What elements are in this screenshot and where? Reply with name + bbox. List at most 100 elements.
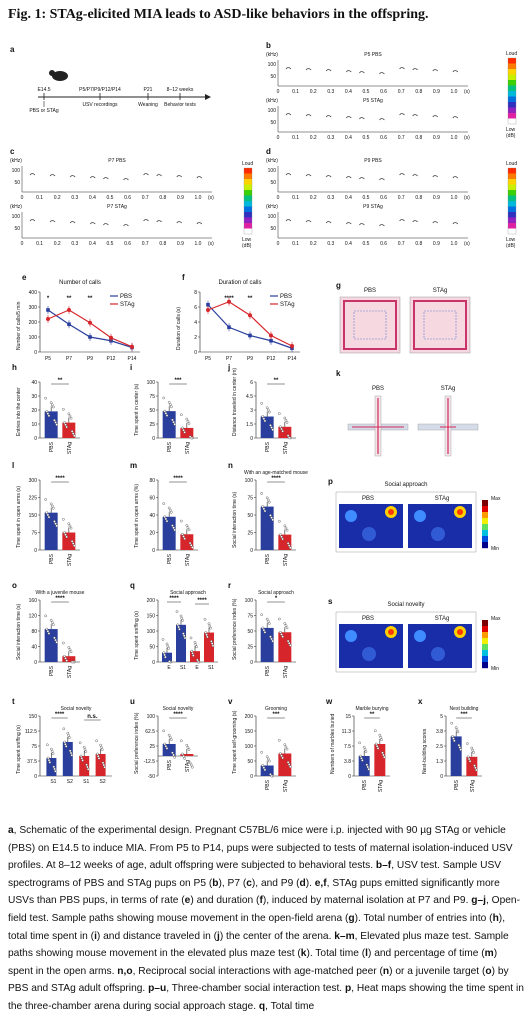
chart-m-sig: ****: [173, 476, 183, 482]
chart-h-dot: [64, 423, 67, 427]
colorbar-c-db: (dB): [242, 243, 252, 249]
heatmap-p-cbar-seg: [482, 512, 488, 519]
chart-h-dot: [63, 421, 66, 424]
chart-e-xtick-label: P9: [87, 356, 93, 362]
chart-o-ytick-label: 0: [34, 660, 37, 666]
panel-label-f: f: [182, 273, 185, 282]
chart-o-title: With a juvenile mouse: [36, 590, 85, 596]
spec-d-title-0: P9 PBS: [364, 158, 382, 164]
chart-m-ytick-label: 20: [149, 531, 155, 537]
chart-x-ylabel: Nest-building scores: [422, 728, 428, 774]
chart-x-dot: [452, 737, 455, 740]
chart-f-point-1-1: [227, 299, 231, 304]
chart-f-xtick-label: P12: [267, 356, 276, 362]
spec-c-xtick: 0.2: [54, 195, 61, 201]
chart-h-dot: [70, 430, 74, 433]
chart-q-dot: [210, 642, 214, 645]
spec-c-xtick: 0.1: [36, 195, 43, 201]
chart-n-dot: [261, 505, 265, 508]
chart-h-dot: [73, 434, 76, 438]
chart-l-ylabel: Time spent in open arms (s): [16, 486, 22, 548]
chart-n-ytick-label: 75: [247, 496, 253, 502]
colorbar-d-seg: [508, 184, 516, 191]
timeline-arrow-icon: [205, 94, 211, 100]
chart-t-dot: [54, 769, 57, 773]
chart-j-dot: [260, 402, 263, 405]
chart-n-ytick-label: 100: [245, 478, 254, 484]
chart-i-dot: [162, 396, 165, 400]
chart-t-dot: [47, 758, 51, 762]
spec-c-ytick: 50: [14, 226, 20, 232]
spec-c-call: [29, 173, 36, 176]
chart-q-dot: [196, 658, 199, 662]
colorbar-d-seg: [508, 179, 516, 185]
chart-u-ytick-label: 25: [149, 744, 155, 750]
chart-r-dot: [283, 622, 287, 625]
caption-bold-9: g: [348, 912, 355, 924]
chart-j-dot: [268, 410, 271, 414]
spec-d-ytick: 100: [268, 168, 277, 174]
chart-x-dot: [470, 746, 474, 750]
chart-l-dot: [50, 504, 54, 508]
chart-t-xtick-label-3: S2: [100, 779, 106, 785]
chart-e-sig: **: [67, 296, 72, 302]
chart-m-ytick-label: 0: [152, 548, 155, 554]
spec-d-call: [345, 176, 352, 179]
spec-c-ytick: 50: [14, 180, 20, 186]
spec-d-call: [325, 175, 332, 178]
chart-m-dot: [172, 526, 175, 530]
caption-bold-14: k: [300, 948, 307, 960]
chart-f-xtick-label: P5: [205, 356, 211, 362]
chart-t-dot: [82, 745, 86, 749]
spec-d-ytick: 50: [270, 226, 276, 232]
chart-t-sig-1: n.s.: [87, 714, 98, 720]
chart-i-bar-0: [162, 411, 176, 438]
chart-t-dot: [70, 753, 74, 757]
chart-u-dot: [187, 748, 191, 751]
spec-c-xtick: 0: [21, 195, 24, 201]
spec-c-call: [143, 173, 149, 176]
spec-c-xtick: 0.4: [89, 241, 96, 247]
chart-q-dot: [168, 660, 171, 663]
chart-o-dot: [53, 636, 56, 640]
chart-n-sig: ****: [271, 476, 281, 482]
timeline-below-3: Behavior tests: [164, 102, 196, 108]
chart-q-xtick-label-0: E: [167, 665, 171, 671]
colorbar-d-seg: [508, 173, 516, 180]
chart-t-dot: [50, 747, 53, 751]
chart-h-dot: [52, 405, 55, 409]
chart-u-ytick-label: -12.5: [144, 759, 156, 765]
chart-m-dot: [162, 502, 165, 505]
colorbar-d-seg: [508, 228, 516, 235]
chart-f-point-0-1: [227, 325, 231, 330]
chart-e-point-1-0: [46, 317, 50, 321]
colorbar-c-frame: [243, 167, 253, 235]
heatmap-s-cbar-seg: [482, 620, 488, 627]
chart-o-dot: [45, 627, 49, 631]
chart-i-ylabel: Time spent in center (s): [134, 383, 140, 436]
chart-m-dot: [164, 517, 168, 521]
chart-t-dot: [97, 757, 101, 760]
chart-t-xtick-label-1: S2: [67, 779, 73, 785]
caption-bold-2: b: [212, 877, 219, 889]
chart-e-legend-0: PBS: [120, 294, 132, 300]
spec-c-xtick: 0.5: [107, 195, 114, 201]
spec-c-call: [89, 222, 96, 225]
caption-bold-8: g–j: [471, 895, 486, 907]
chart-e-ytick-label: 300: [29, 305, 38, 311]
spec-d-xunit: (s): [464, 241, 470, 247]
chart-o-xtick-label-0: PBS: [49, 665, 55, 676]
chart-i-dot: [173, 423, 176, 426]
chart-l-dot: [53, 520, 56, 523]
heatmap-p-cbar-seg: [482, 500, 488, 507]
chart-i-dot: [182, 428, 185, 432]
chart-l-dot: [54, 522, 57, 525]
chart-n-dot: [283, 524, 287, 528]
caption-text-21: , Heat maps showing the time spent in th…: [8, 983, 524, 1012]
chart-t-dot: [79, 754, 83, 758]
spec-d-ytick: 100: [268, 214, 277, 220]
chart-h-ytick-label: 10: [31, 422, 37, 428]
colorbar-c-seg: [244, 184, 252, 191]
colorbar-b-seg: [508, 58, 516, 64]
chart-j-dot: [263, 419, 267, 423]
